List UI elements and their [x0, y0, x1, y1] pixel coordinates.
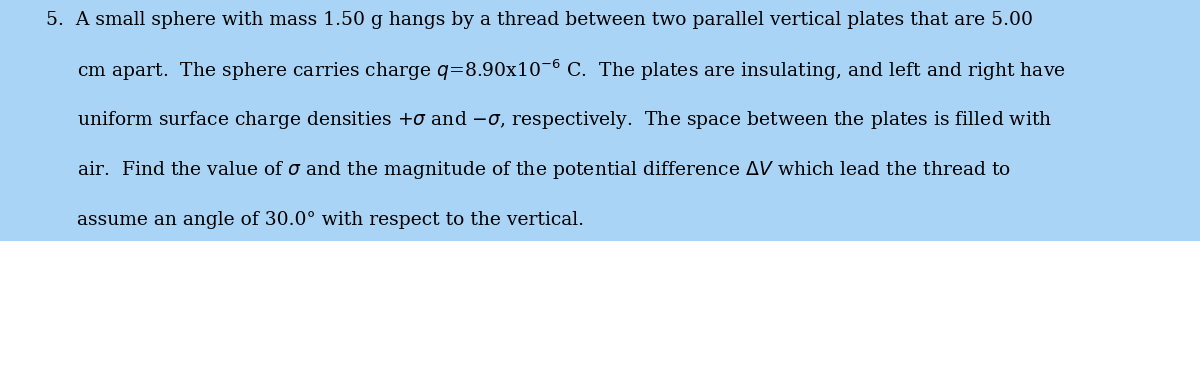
Text: 5.  A small sphere with mass 1.50 g hangs by a thread between two parallel verti: 5. A small sphere with mass 1.50 g hangs…	[46, 11, 1032, 29]
FancyBboxPatch shape	[0, 0, 1200, 39]
Text: assume an angle of 30.0° with respect to the vertical.: assume an angle of 30.0° with respect to…	[77, 211, 583, 228]
FancyBboxPatch shape	[0, 39, 1200, 89]
FancyBboxPatch shape	[0, 89, 1200, 140]
FancyBboxPatch shape	[0, 190, 1200, 241]
Text: air.  Find the value of $\sigma$ and the magnitude of the potential difference $: air. Find the value of $\sigma$ and the …	[77, 159, 1012, 181]
Text: uniform surface charge densities $+\sigma$ and $-\sigma$, respectively.  The spa: uniform surface charge densities $+\sigm…	[77, 109, 1052, 131]
Text: cm apart.  The sphere carries charge $q$=8.90x10$^{-6}$ C.  The plates are insul: cm apart. The sphere carries charge $q$=…	[77, 57, 1066, 83]
FancyBboxPatch shape	[0, 140, 1200, 190]
